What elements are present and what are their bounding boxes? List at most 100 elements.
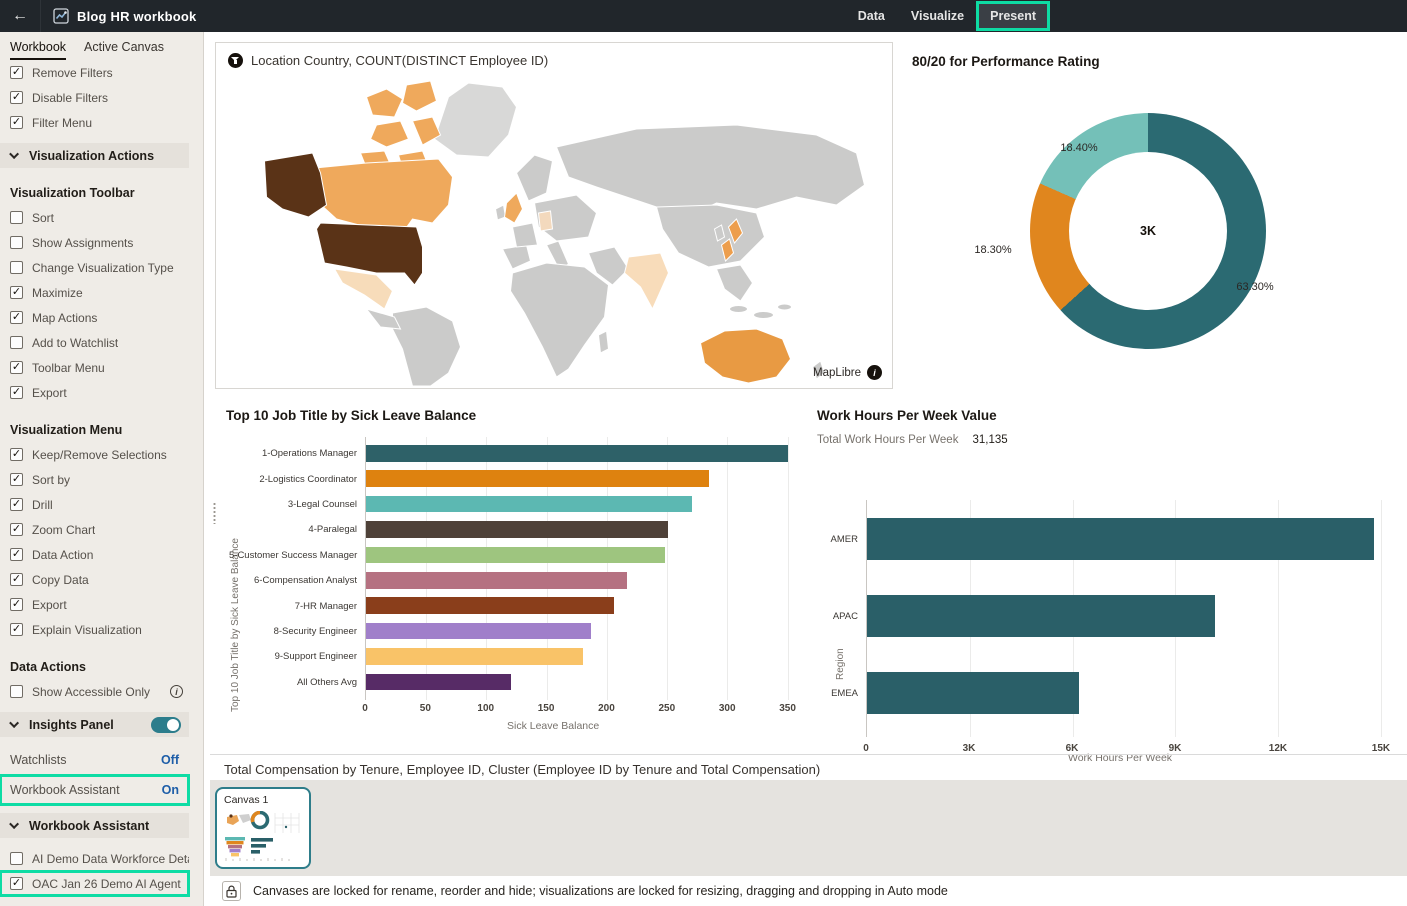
country-france xyxy=(511,222,539,248)
sidebar-item-zoom-chart[interactable]: Zoom Chart xyxy=(0,517,189,542)
bar-3-legal-counsel[interactable] xyxy=(366,495,693,513)
sidebar-item-ai-demo-data-workforce-deta-[interactable]: AI Demo Data Workforce Deta... xyxy=(0,846,189,871)
workbook-assistant-state[interactable]: On xyxy=(161,783,179,797)
canvas-tab-strip: Canvas 1 xyxy=(210,780,1407,876)
tab-workbook[interactable]: Workbook xyxy=(10,40,67,60)
section-workbook-assistant[interactable]: Workbook Assistant xyxy=(0,813,189,838)
checkbox-keep-remove-selections[interactable] xyxy=(10,448,23,461)
sidebar-item-export[interactable]: Export xyxy=(0,380,189,405)
sidebar-item-show-assignments[interactable]: Show Assignments xyxy=(0,230,189,255)
checkbox-sort-by[interactable] xyxy=(10,473,23,486)
back-button[interactable]: ← xyxy=(12,7,28,24)
sidebar-item-drill[interactable]: Drill xyxy=(0,492,189,517)
work-hours-bar-viz[interactable]: Work Hours Per Week Value Total Work Hou… xyxy=(813,400,1407,764)
bar-all-others-avg[interactable] xyxy=(366,673,511,691)
checkbox-disable-filters[interactable] xyxy=(10,91,23,104)
sidebar-item-data-action[interactable]: Data Action xyxy=(0,542,189,567)
section-visualization-actions[interactable]: Visualization Actions xyxy=(0,143,189,168)
nav-data[interactable]: Data xyxy=(857,9,885,23)
sidebar-item-workbook-assistant[interactable]: Workbook Assistant On xyxy=(0,774,190,806)
checkbox-add-to-watchlist[interactable] xyxy=(10,336,23,349)
sidebar-item-disable-filters[interactable]: Disable Filters xyxy=(0,85,189,110)
sidebar-item-sort[interactable]: Sort xyxy=(0,205,189,230)
checkbox-remove-filters[interactable] xyxy=(10,66,23,79)
nav-visualize[interactable]: Visualize xyxy=(910,9,965,23)
performance-rating-donut-viz[interactable]: 80/20 for Performance Rating 63.30% 18.30… xyxy=(894,42,1407,388)
sick-leave-plot-area[interactable] xyxy=(365,437,790,700)
bar-5-customer-success-manager[interactable] xyxy=(366,546,665,564)
sidebar-item-map-actions[interactable]: Map Actions xyxy=(0,305,189,330)
category-label: 2-Logistics Coordinator xyxy=(259,473,357,485)
work-hours-plot-area[interactable] xyxy=(866,500,1399,737)
category-label: 6-Compensation Analyst xyxy=(254,575,357,587)
sidebar-item-oac-jan-26-demo-ai-agent[interactable]: OAC Jan 26 Demo AI Agent xyxy=(0,870,190,897)
bar-4-paralegal[interactable] xyxy=(366,521,669,538)
scatter-viz-title: Total Compensation by Tenure, Employee I… xyxy=(224,762,821,777)
country-china xyxy=(655,204,766,268)
sidebar-item-explain-visualization[interactable]: Explain Visualization xyxy=(0,617,189,642)
bar-7-hr-manager[interactable] xyxy=(366,597,615,614)
sick-leave-bar-viz[interactable]: Top 10 Job Title by Sick Leave Balance T… xyxy=(212,400,796,752)
sidebar-item-toolbar-menu[interactable]: Toolbar Menu xyxy=(0,355,189,380)
bar-emea[interactable] xyxy=(867,672,1080,714)
gridline xyxy=(727,437,729,700)
checkbox-export[interactable] xyxy=(10,386,23,399)
donut-chart[interactable] xyxy=(1030,113,1266,349)
sidebar-item-change-visualization-type[interactable]: Change Visualization Type xyxy=(0,255,189,280)
map-visualization[interactable]: Location Country, COUNT(DISTINCT Employe… xyxy=(215,42,893,389)
checkbox-filter-menu[interactable] xyxy=(10,116,23,129)
checkbox-toolbar-menu[interactable] xyxy=(10,361,23,374)
viz-drag-handle-icon[interactable] xyxy=(213,502,216,524)
insights-panel-toggle[interactable] xyxy=(151,716,181,733)
checkbox-export[interactable] xyxy=(10,598,23,611)
sidebar-item-maximize[interactable]: Maximize xyxy=(0,280,189,305)
category-label: 7-HR Manager xyxy=(294,600,357,612)
canvas-1-thumbnail[interactable]: Canvas 1 xyxy=(215,787,311,869)
checkbox-maximize[interactable] xyxy=(10,286,23,299)
sidebar-item-show-accessible-only[interactable]: Show Accessible Only i xyxy=(0,679,189,704)
checkbox-explain-visualization[interactable] xyxy=(10,623,23,636)
checkbox-show-assignments[interactable] xyxy=(10,236,23,249)
section-insights-panel[interactable]: Insights Panel xyxy=(0,712,189,737)
map-info-icon[interactable]: i xyxy=(867,365,882,380)
checkbox-zoom-chart[interactable] xyxy=(10,523,23,536)
country-korea xyxy=(713,224,726,242)
maplibre-label[interactable]: MapLibre xyxy=(813,366,861,379)
bar-9-support-engineer[interactable] xyxy=(366,648,583,665)
sidebar-item-sort-by[interactable]: Sort by xyxy=(0,467,189,492)
checkbox-data-action[interactable] xyxy=(10,548,23,561)
country-madagascar xyxy=(597,330,610,354)
sidebar-item-keep-remove-selections[interactable]: Keep/Remove Selections xyxy=(0,442,189,467)
sidebar-item-watchlists[interactable]: Watchlists Off xyxy=(10,753,179,767)
checkbox-map-actions[interactable] xyxy=(10,311,23,324)
sidebar-item-export[interactable]: Export xyxy=(0,592,189,617)
bar-2-logistics-coordinator[interactable] xyxy=(366,470,710,487)
bar-6-compensation-analyst[interactable] xyxy=(366,572,628,589)
sidebar-item-add-to-watchlist[interactable]: Add to Watchlist xyxy=(0,330,189,355)
bar-1-operations-manager[interactable] xyxy=(366,445,788,462)
checkbox-copy-data[interactable] xyxy=(10,573,23,586)
checkbox-show-accessible-only[interactable] xyxy=(10,685,23,698)
canvas-preview-area: Location Country, COUNT(DISTINCT Employe… xyxy=(204,32,1407,906)
world-map[interactable] xyxy=(216,77,892,387)
country-central-america xyxy=(365,308,402,330)
bar-8-security-engineer[interactable] xyxy=(366,622,592,640)
checkbox-oac-jan-26-demo-ai-agent[interactable] xyxy=(10,877,23,890)
checkbox-sort[interactable] xyxy=(10,211,23,224)
sidebar-item-filter-menu[interactable]: Filter Menu xyxy=(0,110,189,135)
sidebar-item-copy-data[interactable]: Copy Data xyxy=(0,567,189,592)
info-icon[interactable]: i xyxy=(170,685,183,698)
watchlists-state[interactable]: Off xyxy=(160,753,179,767)
sick-leave-x-axis-label: Sick Leave Balance xyxy=(507,720,600,732)
x-tick-label: 3K xyxy=(962,743,976,754)
checkbox-ai-demo-data-workforce-deta-[interactable] xyxy=(10,852,23,865)
gridline xyxy=(667,437,669,700)
bar-apac[interactable] xyxy=(867,595,1215,637)
checkbox-change-visualization-type[interactable] xyxy=(10,261,23,274)
checkbox-drill[interactable] xyxy=(10,498,23,511)
tab-active-canvas[interactable]: Active Canvas xyxy=(84,40,164,54)
nav-present[interactable]: Present xyxy=(976,1,1050,31)
sidebar-item-remove-filters[interactable]: Remove Filters xyxy=(0,60,189,85)
bar-amer[interactable] xyxy=(867,518,1375,560)
country-alaska xyxy=(263,152,328,218)
